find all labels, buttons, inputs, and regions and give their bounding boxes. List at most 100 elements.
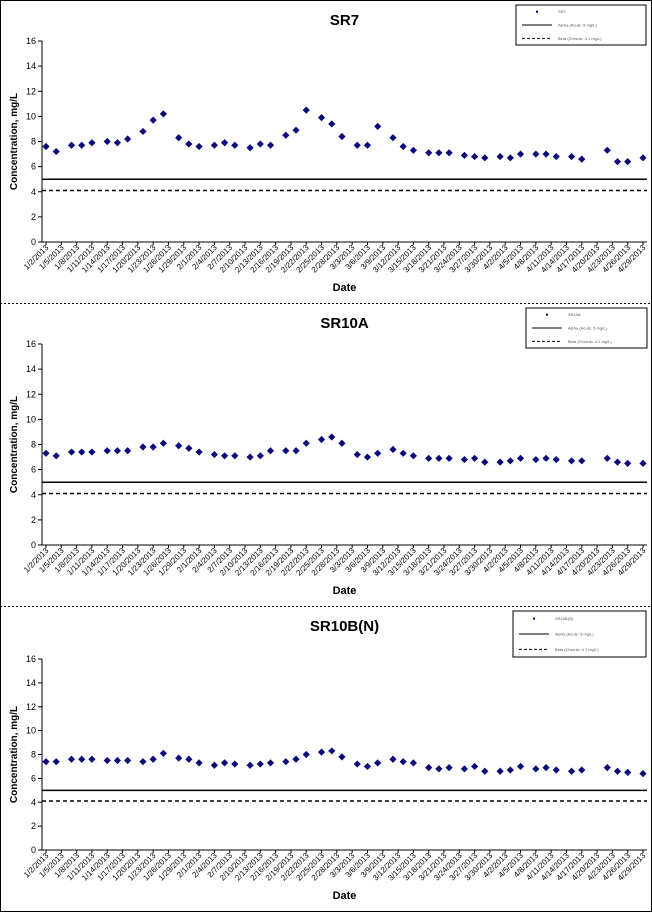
legend-label: Beta (Chronic: 4.1 mg/L) (555, 647, 599, 652)
data-point (282, 131, 290, 139)
y-tick-label: 14 (26, 678, 36, 688)
data-point (409, 759, 417, 767)
legend-label: Alpha (Acute: 5 mg/L) (558, 23, 597, 28)
data-point (292, 126, 300, 134)
x-axis-label: Date (333, 890, 357, 902)
data-point (175, 134, 183, 142)
data-point (435, 765, 443, 773)
data-point (139, 443, 147, 451)
data-point (552, 152, 560, 161)
y-tick-label: 4 (31, 797, 36, 807)
data-point (435, 454, 443, 462)
data-point (78, 755, 86, 763)
data-point (149, 116, 157, 124)
y-tick-label: 10 (26, 111, 36, 121)
data-point (246, 453, 254, 461)
data-point (113, 139, 122, 147)
data-point (88, 448, 96, 456)
data-point (231, 141, 239, 149)
data-point (425, 454, 433, 462)
data-point (42, 758, 50, 766)
y-tick-label: 6 (31, 773, 36, 783)
data-point (175, 754, 183, 762)
data-point (328, 120, 336, 128)
legend-label: SR7 (558, 9, 567, 14)
data-point (353, 450, 361, 459)
legend-label: Beta (Chronic: 4.1 mg/L) (568, 339, 612, 344)
data-point (195, 759, 203, 767)
data-point (185, 755, 193, 763)
data-point (292, 447, 300, 455)
data-point (496, 152, 504, 161)
data-point (471, 454, 479, 462)
data-point (516, 150, 525, 158)
data-point (139, 758, 147, 766)
data-point (532, 455, 540, 464)
data-point (159, 749, 167, 757)
data-point (302, 750, 310, 759)
data-point (516, 762, 525, 771)
data-point (481, 458, 489, 466)
data-point (149, 755, 157, 763)
legend-label: Alpha (Acute: 5 mg/L) (568, 326, 607, 331)
data-point (374, 449, 382, 457)
data-point (374, 759, 382, 767)
legend-label: Beta (Chronic: 4.1 mg/L) (558, 36, 602, 41)
data-point (481, 154, 489, 162)
legend-label: SR10A (568, 312, 581, 317)
y-tick-label: 0 (31, 540, 36, 550)
data-point (302, 439, 310, 447)
data-point (532, 150, 540, 158)
data-point (338, 439, 346, 447)
data-point (220, 452, 229, 460)
data-point (159, 110, 167, 118)
data-point (210, 141, 218, 149)
data-point (603, 454, 611, 462)
data-point (220, 759, 229, 767)
data-point (88, 139, 96, 147)
y-tick-label: 16 (26, 36, 36, 46)
data-point (103, 137, 111, 146)
y-tick-label: 14 (26, 364, 36, 374)
data-point (282, 447, 290, 455)
data-point (552, 766, 560, 774)
data-point (639, 770, 647, 778)
data-point (471, 152, 479, 161)
y-axis-label: Concentration, mg/L (9, 93, 20, 190)
data-point (389, 445, 397, 454)
data-point (195, 142, 203, 151)
data-point (409, 452, 417, 460)
data-point (613, 767, 622, 775)
data-point (42, 142, 50, 151)
data-point (266, 759, 275, 767)
data-point (67, 141, 76, 149)
data-point (338, 753, 346, 761)
data-point (52, 147, 60, 156)
data-point (425, 764, 433, 772)
data-point (159, 439, 167, 447)
legend-marker (536, 10, 538, 13)
data-point (363, 141, 372, 149)
y-tick-label: 6 (31, 162, 36, 172)
y-axis-label: Concentration, mg/L (9, 706, 20, 803)
data-point (552, 455, 560, 464)
data-point (399, 142, 407, 151)
data-point (42, 449, 50, 457)
y-tick-label: 12 (26, 86, 36, 96)
data-point (78, 448, 86, 456)
data-point (445, 454, 453, 462)
legend-marker (546, 313, 548, 316)
data-point (603, 764, 611, 772)
data-point (256, 452, 264, 460)
data-point (266, 141, 275, 149)
y-tick-label: 8 (31, 750, 36, 760)
data-point (624, 459, 632, 467)
data-point (567, 457, 576, 465)
data-point (542, 454, 550, 462)
data-point (460, 765, 469, 773)
data-point (506, 766, 514, 774)
legend-marker (533, 617, 535, 620)
y-tick-label: 2 (31, 212, 36, 222)
data-point (435, 149, 443, 157)
